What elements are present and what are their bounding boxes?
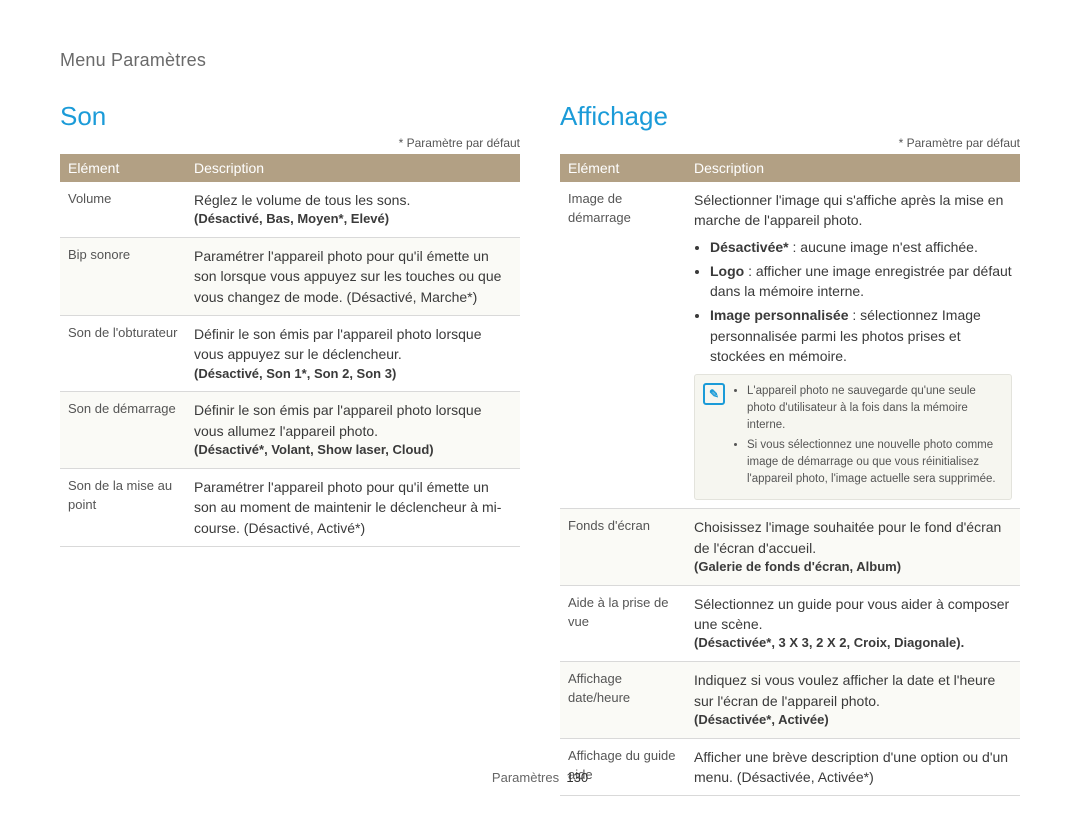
desc-text: Définir le son émis par l'appareil photo… bbox=[194, 400, 512, 441]
columns: Son * Paramètre par défaut Elément Descr… bbox=[60, 101, 1020, 796]
desc-opts: (Désactivée*, 3 X 3, 2 X 2, Croix, Diago… bbox=[694, 634, 1012, 653]
note-item: L'appareil photo ne sauvegarde qu'une se… bbox=[747, 383, 1003, 433]
desc-opts: (Galerie de fonds d'écran, Album) bbox=[694, 558, 1012, 577]
breadcrumb: Menu Paramètres bbox=[60, 50, 1020, 71]
desc-text: Paramétrer l'appareil photo pour qu'il é… bbox=[194, 246, 512, 307]
table-son: Elément Description Volume Réglez le vol… bbox=[60, 154, 520, 547]
table-row: Son de l'obturateur Définir le son émis … bbox=[60, 316, 520, 392]
cell-label: Son de démarrage bbox=[60, 392, 186, 468]
desc-opts: (Désactivé, Bas, Moyen*, Elevé) bbox=[194, 210, 512, 229]
table-row: Affichage date/heure Indiquez si vous vo… bbox=[560, 662, 1020, 738]
footer-label: Paramètres bbox=[492, 770, 559, 785]
table-row: Bip sonore Paramétrer l'appareil photo p… bbox=[60, 238, 520, 316]
cell-desc: Choisissez l'image souhaitée pour le fon… bbox=[686, 509, 1020, 585]
bullet-item: Désactivée* : aucune image n'est affiché… bbox=[710, 237, 1012, 257]
desc-text: Indiquez si vous voulez afficher la date… bbox=[694, 670, 1012, 711]
bullet-text: : aucune image n'est affichée. bbox=[789, 239, 978, 255]
desc-opts: (Désactivé, Son 1*, Son 2, Son 3) bbox=[194, 365, 512, 384]
note-list: L'appareil photo ne sauvegarde qu'une se… bbox=[733, 383, 1003, 491]
table-row: Volume Réglez le volume de tous les sons… bbox=[60, 182, 520, 238]
bullet-label: Image personnalisée bbox=[710, 307, 849, 323]
cell-label: Aide à la prise de vue bbox=[560, 585, 686, 661]
col-affichage: Affichage * Paramètre par défaut Elément… bbox=[560, 101, 1020, 796]
table-affichage: Elément Description Image de démarrage S… bbox=[560, 154, 1020, 796]
bullet-list: Désactivée* : aucune image n'est affiché… bbox=[694, 237, 1012, 367]
default-note-left: * Paramètre par défaut bbox=[60, 136, 520, 150]
desc-text: Définir le son émis par l'appareil photo… bbox=[194, 324, 512, 365]
table-row: Son de la mise au point Paramétrer l'app… bbox=[60, 468, 520, 546]
note-icon: ✎ bbox=[703, 383, 725, 405]
table-row: Fonds d'écran Choisissez l'image souhait… bbox=[560, 509, 1020, 585]
bullet-label: Logo bbox=[710, 263, 744, 279]
cell-label: Son de l'obturateur bbox=[60, 316, 186, 392]
section-title-son: Son bbox=[60, 101, 520, 132]
bullet-item: Logo : afficher une image enregistrée pa… bbox=[710, 261, 1012, 302]
bullet-text: : afficher une image enregistrée par déf… bbox=[710, 263, 1012, 299]
section-title-affichage: Affichage bbox=[560, 101, 1020, 132]
footer-page: 130 bbox=[566, 770, 588, 785]
desc-text: Paramétrer l'appareil photo pour qu'il é… bbox=[194, 477, 512, 538]
th-element: Elément bbox=[560, 154, 686, 182]
cell-label: Affichage du guide aide bbox=[560, 738, 686, 796]
cell-desc: Réglez le volume de tous les sons. (Désa… bbox=[186, 182, 520, 238]
desc-text: Choisissez l'image souhaitée pour le fon… bbox=[694, 517, 1012, 558]
cell-label: Son de la mise au point bbox=[60, 468, 186, 546]
default-note-right: * Paramètre par défaut bbox=[560, 136, 1020, 150]
desc-text: Sélectionnez un guide pour vous aider à … bbox=[694, 594, 1012, 635]
table-row: Son de démarrage Définir le son émis par… bbox=[60, 392, 520, 468]
desc-text: Réglez le volume de tous les sons. bbox=[194, 190, 512, 210]
cell-label: Affichage date/heure bbox=[560, 662, 686, 738]
cell-label: Fonds d'écran bbox=[560, 509, 686, 585]
bullet-label: Désactivée* bbox=[710, 239, 789, 255]
cell-desc: Paramétrer l'appareil photo pour qu'il é… bbox=[186, 238, 520, 316]
table-row: Affichage du guide aide Afficher une brè… bbox=[560, 738, 1020, 796]
th-element: Elément bbox=[60, 154, 186, 182]
page: Menu Paramètres Son * Paramètre par défa… bbox=[0, 0, 1080, 815]
col-son: Son * Paramètre par défaut Elément Descr… bbox=[60, 101, 520, 547]
table-row: Aide à la prise de vue Sélectionnez un g… bbox=[560, 585, 1020, 661]
cell-desc: Paramétrer l'appareil photo pour qu'il é… bbox=[186, 468, 520, 546]
cell-desc: Sélectionner l'image qui s'affiche après… bbox=[686, 182, 1020, 509]
cell-desc: Afficher une brève description d'une opt… bbox=[686, 738, 1020, 796]
note-item: Si vous sélectionnez une nouvelle photo … bbox=[747, 437, 1003, 487]
th-description: Description bbox=[186, 154, 520, 182]
footer: Paramètres 130 bbox=[60, 770, 1020, 785]
th-description: Description bbox=[686, 154, 1020, 182]
cell-desc: Définir le son émis par l'appareil photo… bbox=[186, 316, 520, 392]
desc-text: Sélectionner l'image qui s'affiche après… bbox=[694, 190, 1012, 231]
cell-desc: Définir le son émis par l'appareil photo… bbox=[186, 392, 520, 468]
cell-label: Image de démarrage bbox=[560, 182, 686, 509]
cell-desc: Indiquez si vous voulez afficher la date… bbox=[686, 662, 1020, 738]
bullet-item: Image personnalisée : sélectionnez Image… bbox=[710, 305, 1012, 366]
cell-label: Bip sonore bbox=[60, 238, 186, 316]
cell-desc: Sélectionnez un guide pour vous aider à … bbox=[686, 585, 1020, 661]
note-box: ✎ L'appareil photo ne sauvegarde qu'une … bbox=[694, 374, 1012, 500]
desc-opts: (Désactivé*, Volant, Show laser, Cloud) bbox=[194, 441, 512, 460]
cell-label: Volume bbox=[60, 182, 186, 238]
table-row: Image de démarrage Sélectionner l'image … bbox=[560, 182, 1020, 509]
desc-opts: (Désactivée*, Activée) bbox=[694, 711, 1012, 730]
